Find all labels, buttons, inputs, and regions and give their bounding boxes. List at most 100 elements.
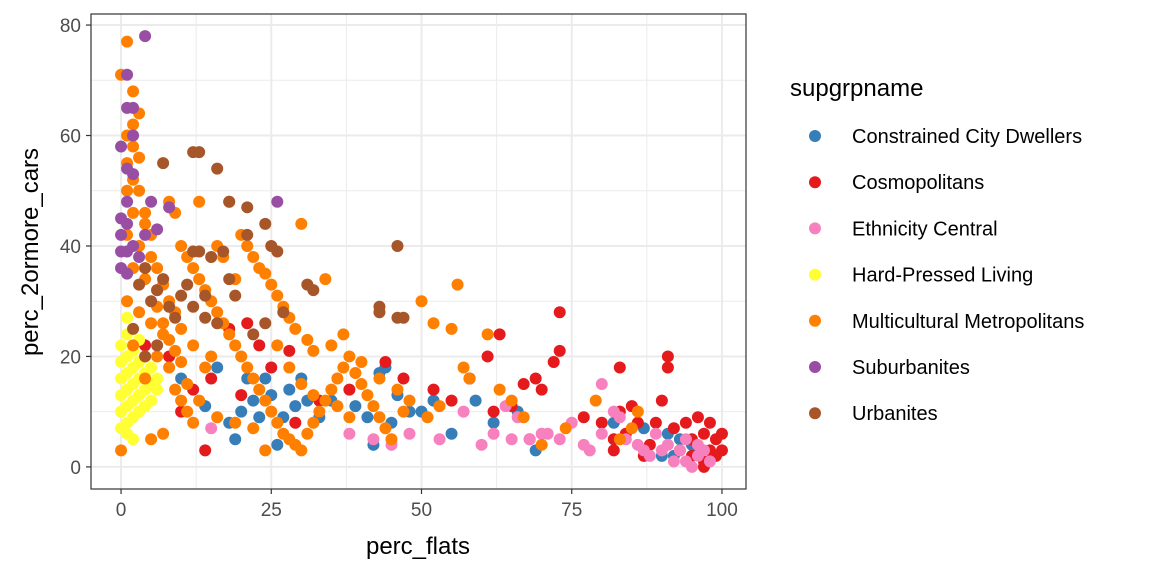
legend-label: Hard-Pressed Living (852, 265, 1033, 287)
data-point (469, 394, 482, 407)
legend: supgrpname Constrained City Dwellers Cosm… (790, 75, 1084, 425)
data-point (343, 427, 356, 440)
data-point (139, 228, 152, 241)
data-point (265, 278, 278, 291)
data-point (529, 372, 542, 385)
data-point (115, 444, 128, 457)
data-point (433, 400, 446, 413)
data-point (199, 289, 212, 302)
data-point (613, 433, 626, 446)
data-point (271, 416, 284, 429)
data-point (259, 267, 272, 280)
data-point (253, 411, 266, 424)
x-tick-label: 50 (411, 500, 432, 521)
data-point (289, 322, 302, 335)
data-point (373, 306, 386, 319)
data-point (235, 389, 248, 402)
data-point (115, 422, 128, 435)
data-point (115, 140, 128, 153)
data-point (187, 339, 200, 352)
data-point (703, 455, 716, 468)
data-point (283, 361, 296, 374)
data-point (205, 422, 218, 435)
data-point (193, 394, 206, 407)
data-point (175, 239, 188, 252)
data-point (175, 355, 188, 368)
data-point (325, 339, 338, 352)
data-point (427, 383, 440, 396)
data-point (661, 361, 674, 374)
data-point (679, 433, 692, 446)
data-point (523, 433, 536, 446)
data-point (193, 195, 206, 208)
data-point (145, 195, 158, 208)
data-point (145, 317, 158, 330)
data-point (391, 383, 404, 396)
data-point (259, 444, 272, 457)
data-point (157, 157, 170, 170)
data-point (241, 201, 254, 214)
data-point (127, 101, 140, 114)
legend-key (809, 130, 821, 142)
legend-title: supgrpname (790, 75, 923, 102)
data-point (259, 217, 272, 230)
data-point (493, 328, 506, 341)
data-point (289, 416, 302, 429)
data-point (127, 140, 140, 153)
data-point (589, 394, 602, 407)
data-point (397, 372, 410, 385)
data-point (157, 273, 170, 286)
legend-key (809, 222, 821, 235)
data-point (271, 289, 284, 302)
data-point (127, 168, 140, 181)
data-point (163, 300, 176, 313)
data-point (211, 361, 224, 374)
data-point (199, 444, 212, 457)
data-point (307, 284, 320, 297)
data-point (289, 400, 302, 413)
data-point (661, 438, 674, 451)
data-point (295, 378, 308, 391)
data-point (397, 405, 410, 418)
data-point (643, 449, 656, 462)
data-point (151, 383, 164, 396)
data-point (127, 129, 140, 142)
data-point (373, 372, 386, 385)
data-point (667, 455, 680, 468)
data-point (337, 328, 350, 341)
y-tick-label: 40 (60, 237, 81, 258)
data-point (271, 438, 284, 451)
y-tick-label: 20 (60, 347, 81, 368)
data-point (661, 350, 674, 363)
data-point (583, 444, 596, 457)
data-point (403, 427, 416, 440)
data-point (691, 411, 704, 424)
data-point (295, 444, 308, 457)
data-point (553, 306, 566, 319)
data-point (115, 228, 128, 241)
x-axis-title: perc_flats (366, 533, 470, 560)
data-point (175, 322, 188, 335)
data-point (121, 35, 134, 48)
data-point (487, 405, 500, 418)
data-point (715, 444, 728, 457)
data-point (577, 411, 590, 424)
data-point (475, 438, 488, 451)
data-point (361, 389, 374, 402)
data-point (319, 394, 332, 407)
legend-key (809, 361, 821, 373)
data-point (151, 223, 164, 236)
data-point (241, 361, 254, 374)
data-point (139, 372, 152, 385)
data-point (553, 433, 566, 446)
data-point (697, 427, 710, 440)
data-point (271, 339, 284, 352)
data-point (139, 217, 152, 230)
data-point (343, 383, 356, 396)
data-point (301, 333, 314, 346)
data-point (187, 300, 200, 313)
data-point (625, 422, 638, 435)
data-point (703, 416, 716, 429)
data-point (133, 306, 146, 319)
legend-key (809, 407, 821, 420)
